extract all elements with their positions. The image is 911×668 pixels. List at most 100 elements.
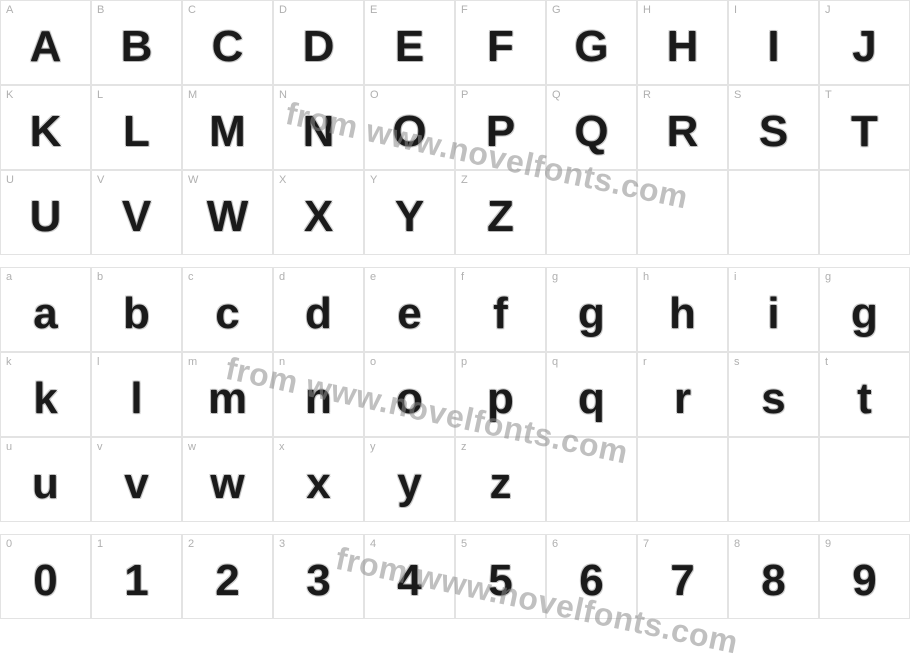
- key-label: z: [461, 441, 467, 453]
- glyph: 4: [397, 556, 421, 606]
- glyph-cell: 44: [364, 534, 455, 619]
- key-label: Z: [461, 174, 468, 186]
- key-label: u: [6, 441, 12, 453]
- glyph-cell: NN: [273, 85, 364, 170]
- glyph: B: [121, 22, 153, 72]
- row-gap: [0, 255, 911, 267]
- glyph: R: [667, 107, 699, 157]
- glyph: y: [397, 459, 421, 509]
- key-label: W: [188, 174, 198, 186]
- glyph: g: [851, 289, 878, 339]
- glyph: N: [303, 107, 335, 157]
- glyph: 1: [124, 556, 148, 606]
- key-label: C: [188, 4, 196, 16]
- empty-cell: [546, 437, 637, 522]
- key-label: x: [279, 441, 285, 453]
- glyph-cell: hh: [637, 267, 728, 352]
- glyph-cell: 33: [273, 534, 364, 619]
- glyph-cell: 66: [546, 534, 637, 619]
- empty-cell: [819, 170, 910, 255]
- glyph: X: [304, 192, 333, 242]
- key-label: 8: [734, 538, 740, 550]
- glyph-cell: WW: [182, 170, 273, 255]
- glyph: Y: [395, 192, 424, 242]
- glyph: t: [857, 374, 872, 424]
- glyph-cell: yy: [364, 437, 455, 522]
- glyph: e: [397, 289, 421, 339]
- glyph: P: [486, 107, 515, 157]
- glyph-cell: ll: [91, 352, 182, 437]
- glyph-cell: xx: [273, 437, 364, 522]
- key-label: g: [825, 271, 831, 283]
- glyph: h: [669, 289, 696, 339]
- key-label: T: [825, 89, 832, 101]
- glyph-cell: ff: [455, 267, 546, 352]
- glyph-cell: ZZ: [455, 170, 546, 255]
- empty-cell: [819, 437, 910, 522]
- glyph: S: [759, 107, 788, 157]
- glyph: s: [761, 374, 785, 424]
- glyph: a: [33, 289, 57, 339]
- glyph-cell: XX: [273, 170, 364, 255]
- glyph: O: [392, 107, 426, 157]
- glyph-cell: RR: [637, 85, 728, 170]
- glyph: f: [493, 289, 508, 339]
- key-label: F: [461, 4, 468, 16]
- glyph-cell: 88: [728, 534, 819, 619]
- key-label: 9: [825, 538, 831, 550]
- empty-cell: [637, 170, 728, 255]
- glyph-cell: cc: [182, 267, 273, 352]
- key-label: 6: [552, 538, 558, 550]
- glyph-row: uuvvwwxxyyzz: [0, 437, 911, 522]
- key-label: k: [6, 356, 12, 368]
- key-label: m: [188, 356, 197, 368]
- row-gap: [0, 522, 911, 534]
- key-label: P: [461, 89, 468, 101]
- glyph-cell: tt: [819, 352, 910, 437]
- key-label: b: [97, 271, 103, 283]
- glyph: 3: [306, 556, 330, 606]
- glyph: b: [123, 289, 150, 339]
- glyph-cell: gg: [546, 267, 637, 352]
- glyph: c: [215, 289, 239, 339]
- glyph: l: [130, 374, 142, 424]
- glyph-cell: mm: [182, 352, 273, 437]
- key-label: L: [97, 89, 103, 101]
- glyph: A: [30, 22, 62, 72]
- glyph-cell: qq: [546, 352, 637, 437]
- glyph: r: [674, 374, 691, 424]
- glyph: 6: [579, 556, 603, 606]
- glyph-cell: TT: [819, 85, 910, 170]
- glyph-cell: SS: [728, 85, 819, 170]
- glyph: n: [305, 374, 332, 424]
- key-label: p: [461, 356, 467, 368]
- glyph-cell: GG: [546, 0, 637, 85]
- glyph: Z: [487, 192, 514, 242]
- glyph-cell: ee: [364, 267, 455, 352]
- key-label: h: [643, 271, 649, 283]
- glyph: z: [490, 459, 512, 509]
- glyph-cell: gg: [819, 267, 910, 352]
- glyph-cell: 77: [637, 534, 728, 619]
- key-label: N: [279, 89, 287, 101]
- key-label: X: [279, 174, 286, 186]
- key-label: U: [6, 174, 14, 186]
- glyph-cell: OO: [364, 85, 455, 170]
- key-label: H: [643, 4, 651, 16]
- key-label: y: [370, 441, 376, 453]
- key-label: r: [643, 356, 647, 368]
- key-label: I: [734, 4, 737, 16]
- glyph: I: [767, 22, 779, 72]
- empty-cell: [728, 437, 819, 522]
- glyph: H: [667, 22, 699, 72]
- glyph: i: [767, 289, 779, 339]
- key-label: f: [461, 271, 464, 283]
- key-label: 7: [643, 538, 649, 550]
- key-label: d: [279, 271, 285, 283]
- glyph-cell: ss: [728, 352, 819, 437]
- glyph-cell: 55: [455, 534, 546, 619]
- key-label: t: [825, 356, 828, 368]
- glyph-cell: KK: [0, 85, 91, 170]
- glyph-cell: LL: [91, 85, 182, 170]
- glyph-cell: vv: [91, 437, 182, 522]
